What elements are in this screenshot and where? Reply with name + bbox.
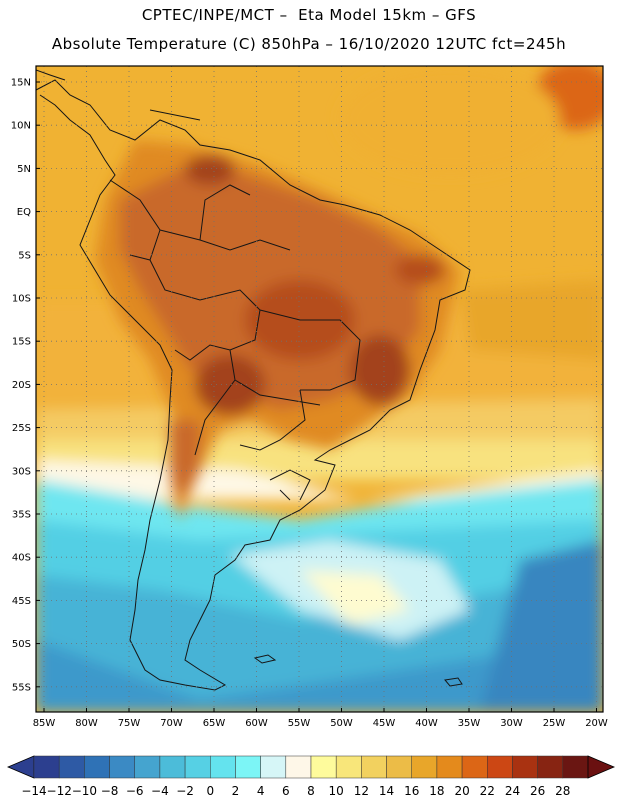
colorbar-swatch xyxy=(109,755,135,779)
lat-label: 5N xyxy=(17,164,31,175)
colorbar-swatch xyxy=(184,755,211,779)
title-line-2: Absolute Temperature (C) 850hPa – 16/10/… xyxy=(51,35,567,53)
lat-label: 10S xyxy=(12,294,31,305)
lon-label: 30W xyxy=(500,718,523,729)
colorbar-label: −8 xyxy=(101,784,119,798)
colorbar-label: 26 xyxy=(530,784,545,798)
colorbar-swatch xyxy=(335,755,362,779)
colorbar-labels: −14 −12 −10 −8 −6 −4 −2 0 2 4 6 8 10 12 14 16 18 20 22 24 26… xyxy=(21,784,570,798)
lon-label: 85W xyxy=(33,718,56,729)
lat-label: 45S xyxy=(12,596,31,607)
longitude-labels: 85W 80W 75W 70W 65W 60W 55W 50W 45W 40W 35W 30W 25W 2… xyxy=(33,708,608,729)
colorbar-swatch xyxy=(487,755,513,779)
lon-label: 35W xyxy=(458,718,481,729)
lat-label: 5S xyxy=(18,250,31,261)
colorbar-label: −12 xyxy=(47,784,72,798)
lon-label: 60W xyxy=(245,718,268,729)
lon-label: 20W xyxy=(585,718,608,729)
colorbar-swatch xyxy=(562,755,589,779)
colorbar-swatch xyxy=(537,755,564,779)
colorbar-label: 24 xyxy=(505,784,520,798)
lat-label: 40S xyxy=(12,553,31,564)
colorbar-label: 0 xyxy=(206,784,214,798)
colorbar-label: 6 xyxy=(282,784,290,798)
lon-label: 65W xyxy=(203,718,226,729)
colorbar-swatch xyxy=(386,755,412,779)
colorbar xyxy=(6,755,616,779)
colorbar-label: 22 xyxy=(480,784,495,798)
colorbar-swatch xyxy=(411,755,438,779)
colorbar-swatch xyxy=(159,755,186,779)
colorbar-swatch xyxy=(512,755,538,779)
colorbar-label: 18 xyxy=(429,784,444,798)
colorbar-swatch xyxy=(436,755,463,779)
colorbar-label: 16 xyxy=(404,784,419,798)
lon-label: 70W xyxy=(160,718,183,729)
colorbar-swatch xyxy=(285,755,312,779)
lat-label: 20S xyxy=(12,380,31,391)
coastline xyxy=(36,69,471,691)
lat-label: 25S xyxy=(12,423,31,434)
colorbar-swatch xyxy=(134,755,161,779)
colorbar-label: 10 xyxy=(329,784,344,798)
colorbar-label: 8 xyxy=(307,784,315,798)
colorbar-label: −2 xyxy=(176,784,194,798)
lon-label: 25W xyxy=(543,718,566,729)
lat-label: 50S xyxy=(12,639,31,650)
colorbar-swatch xyxy=(58,755,85,779)
lon-label: 40W xyxy=(415,718,438,729)
colorbar-swatch xyxy=(210,755,236,779)
lat-label: 10N xyxy=(11,121,31,132)
lon-label: 50W xyxy=(330,718,353,729)
colorbar-swatch xyxy=(33,755,60,779)
colorbar-label: −10 xyxy=(72,784,97,798)
map-frame xyxy=(35,65,604,713)
colorbar-label: −14 xyxy=(21,784,46,798)
latitude-labels: 15N 10N 5N EQ 5S 10S 15S 20S 25S 30S 35S 40S 45S 50S 5… xyxy=(11,78,40,693)
title-line-1: CPTEC/INPE/MCT – Eta Model 15km – GFS xyxy=(141,6,477,24)
colorbar-label: 4 xyxy=(257,784,265,798)
colorbar-swatch xyxy=(260,755,287,779)
colorbar-swatch xyxy=(84,755,110,779)
colorbar-swatch xyxy=(461,755,488,779)
colorbar-swatch xyxy=(310,755,337,779)
colorbar-label: 28 xyxy=(555,784,570,798)
colorbar-swatch xyxy=(361,755,387,779)
lon-label: 80W xyxy=(75,718,98,729)
colorbar-label: −6 xyxy=(126,784,144,798)
colorbar-label: 12 xyxy=(354,784,369,798)
lat-label: 15N xyxy=(11,78,31,89)
lon-label: 75W xyxy=(118,718,141,729)
colorbar-label: 20 xyxy=(454,784,469,798)
lon-label: 55W xyxy=(288,718,311,729)
colorbar-label: −4 xyxy=(151,784,169,798)
lat-label: EQ xyxy=(17,207,31,218)
lon-label: 45W xyxy=(373,718,396,729)
lat-label: 55S xyxy=(12,682,31,693)
lat-label: 35S xyxy=(12,510,31,521)
lat-label: 15S xyxy=(12,337,31,348)
colorbar-label: 14 xyxy=(379,784,394,798)
colorbar-label: 2 xyxy=(232,784,240,798)
colorbar-swatch xyxy=(235,755,261,779)
lat-label: 30S xyxy=(12,466,31,477)
temperature-field xyxy=(36,66,603,712)
